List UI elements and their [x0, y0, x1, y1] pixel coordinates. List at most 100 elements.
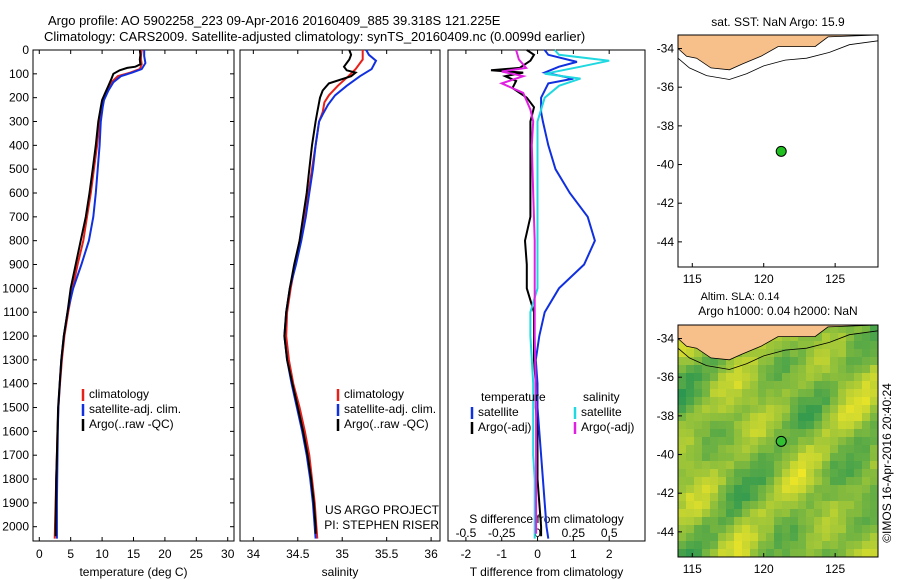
sla-cell: [870, 525, 879, 534]
sla-cell: [734, 469, 743, 478]
sla-cell: [686, 477, 695, 486]
sla-cell: [742, 365, 751, 374]
y-tick-label: -38: [657, 409, 675, 423]
sla-cell: [766, 509, 775, 518]
sla-cell: [702, 501, 711, 510]
sla-cell: [838, 373, 847, 382]
sla-cell: [686, 549, 695, 558]
x-axis-label: T difference from climatology: [470, 565, 624, 579]
sla-cell: [774, 429, 783, 438]
sla-cell: [806, 477, 815, 486]
sla-cell: [678, 357, 687, 366]
sla-cell: [822, 373, 831, 382]
sla-cell: [854, 541, 863, 550]
sla-cell: [766, 389, 775, 398]
sla-cell: [726, 445, 735, 454]
y-tick-label: 900: [9, 258, 29, 272]
legend-label: satellite: [581, 405, 622, 419]
sla-cell: [854, 381, 863, 390]
sla-cell: [846, 485, 855, 494]
sla-cell: [694, 397, 703, 406]
sla-cell: [782, 485, 791, 494]
sla-cell: [782, 357, 791, 366]
sla-cell: [710, 493, 719, 502]
sla-cell: [678, 501, 687, 510]
sla-cell: [694, 541, 703, 550]
sla-cell: [854, 365, 863, 374]
sla-cell: [742, 445, 751, 454]
sla-cell: [766, 549, 775, 558]
sla-cell: [734, 357, 743, 366]
sla-cell: [854, 533, 863, 542]
sla-cell: [718, 413, 727, 422]
sla-cell: [846, 373, 855, 382]
sla-cell: [822, 349, 831, 358]
sla-cell: [806, 445, 815, 454]
sla-cell: [686, 525, 695, 534]
sla-cell: [798, 357, 807, 366]
sla-cell: [702, 397, 711, 406]
sla-cell: [822, 501, 831, 510]
sla-cell: [718, 437, 727, 446]
legend-label: climatology: [344, 387, 404, 401]
sla-cell: [774, 485, 783, 494]
y-tick-label: 1600: [2, 424, 29, 438]
sla-cell: [830, 437, 839, 446]
sla-cell: [758, 357, 767, 366]
sla-cell: [790, 469, 799, 478]
map-title: Altim. SLA: 0.14: [701, 291, 780, 303]
y-tick-label: 700: [9, 210, 29, 224]
sla-cell: [782, 405, 791, 414]
sla-cell: [702, 533, 711, 542]
x-tick-label: 35: [336, 547, 350, 561]
sla-cell: [862, 341, 871, 350]
sla-cell: [846, 413, 855, 422]
sla-cell: [806, 381, 815, 390]
sla-cell: [702, 381, 711, 390]
sla-cell: [862, 429, 871, 438]
imos-credit: ©IMOS 16-Apr-2016 20:40:24: [880, 383, 894, 543]
sla-cell: [790, 493, 799, 502]
sla-cell: [838, 365, 847, 374]
legend-label: Argo(-adj): [478, 420, 531, 434]
sla-cell: [718, 549, 727, 558]
sla-cell: [686, 445, 695, 454]
sla-cell: [750, 349, 759, 358]
y-tick-label: 1500: [2, 401, 29, 415]
sla-cell: [798, 541, 807, 550]
s-tick-label: -0.25: [488, 526, 516, 540]
sla-cell: [742, 541, 751, 550]
sla-cell: [758, 397, 767, 406]
sla-cell: [814, 477, 823, 486]
sla-cell: [774, 445, 783, 454]
sla-cell: [718, 469, 727, 478]
sla-cell: [830, 485, 839, 494]
sla-cell: [734, 445, 743, 454]
sla-cell: [862, 389, 871, 398]
sla-cell: [678, 373, 687, 382]
sla-cell: [830, 413, 839, 422]
sla-cell: [790, 349, 799, 358]
sla-cell: [798, 405, 807, 414]
sla-cell: [774, 501, 783, 510]
sla-cell: [758, 477, 767, 486]
sla-cell: [678, 349, 687, 358]
land-mass: [677, 34, 879, 71]
sla-cell: [870, 429, 879, 438]
sla-cell: [838, 357, 847, 366]
sla-cell: [742, 525, 751, 534]
sla-cell: [870, 413, 879, 422]
sla-cell: [718, 397, 727, 406]
sla-cell: [830, 373, 839, 382]
sla-cell: [694, 485, 703, 494]
sla-cell: [678, 365, 687, 374]
sla-cell: [774, 421, 783, 430]
sla-cell: [686, 469, 695, 478]
sla-cell: [822, 357, 831, 366]
sla-cell: [790, 453, 799, 462]
sla-cell: [758, 525, 767, 534]
sla-cell: [830, 349, 839, 358]
sla-cell: [726, 413, 735, 422]
sla-cell: [854, 509, 863, 518]
sla-cell: [846, 493, 855, 502]
